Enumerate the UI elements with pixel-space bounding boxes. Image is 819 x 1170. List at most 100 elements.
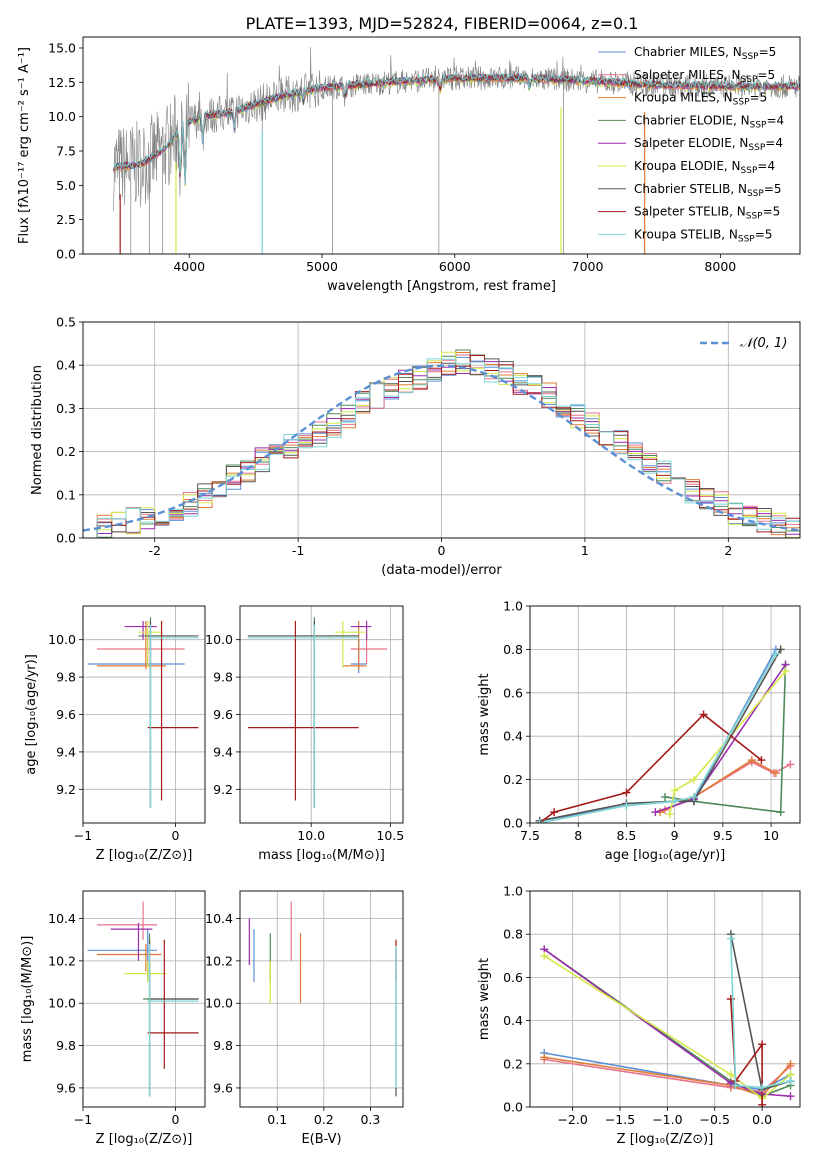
grid	[240, 891, 403, 1107]
weight-marker-chabrier_elodie	[661, 792, 669, 801]
y-tick-label: 9.4	[56, 744, 76, 759]
y-tick-label: 1.0	[503, 884, 523, 899]
x-tick-label: −1	[74, 1112, 92, 1127]
legend-label-normal: 𝒩(0, 1)	[740, 336, 787, 351]
y-tick-label: 0.1	[56, 487, 76, 502]
y-tick-label: 9.2	[56, 782, 76, 797]
weight-line-kroupa_stelib	[539, 653, 777, 823]
x-tick-label: 0.0	[752, 1112, 772, 1127]
x-axis-label: E(B-V)	[301, 1132, 341, 1147]
weight-marker-salpeter_elodie	[726, 1079, 735, 1088]
axes: -2 -1 0 1 2 0.0 0.1 0.2 0.3 0.4 0.5 (data-model)/er…	[30, 315, 801, 578]
y-axis-label: Normed distribution	[30, 365, 45, 495]
x-tick-label: 1	[581, 543, 589, 558]
x-axis-label: mass [log₁₀(M/M⊙)]	[258, 848, 385, 863]
y-tick-label: 0.4	[503, 729, 523, 744]
weight-marker-salpeter_elodie	[651, 808, 660, 817]
weight-marker-kroupa_stelib	[622, 801, 631, 810]
y-tick-label: 9.6	[56, 707, 76, 722]
x-tick-label: 5000	[306, 259, 338, 274]
y-tick-label: 0.8	[503, 927, 523, 942]
x-tick-label: 8	[574, 828, 582, 843]
y-tick-label: 9.4	[213, 744, 233, 759]
weight-marker-kroupa_elodie	[665, 810, 674, 819]
y-tick-label: 0.2	[503, 772, 523, 787]
weight-marker-kroupa_elodie	[781, 667, 790, 676]
y-tick-label: 10.0	[48, 109, 76, 124]
weight-line-chabrier_miles	[544, 1052, 791, 1091]
weight-marker-kroupa_stelib	[758, 1083, 767, 1092]
y-tick-label: 12.5	[48, 75, 76, 90]
legend-label-salpeter_miles: Salpeter MILES, NSSP=5	[634, 68, 775, 85]
legend-label-chabrier_stelib: Chabrier STELIB, NSSP=5	[634, 182, 782, 199]
x-tick-label: 7.5	[520, 828, 540, 843]
weight-marker-kroupa_elodie	[540, 951, 549, 960]
weight-marker-kroupa_stelib	[689, 792, 698, 801]
weight-line-chabrier_elodie	[664, 664, 787, 814]
y-tick-label: 9.8	[213, 1038, 233, 1053]
x-tick-label: 10	[763, 828, 779, 843]
x-tick-label: -2	[148, 543, 160, 558]
y-tick-label: 1.0	[503, 599, 523, 614]
axes-frame	[529, 605, 801, 824]
y-tick-label: 10.0	[48, 632, 76, 647]
y-tick-label: 10.2	[48, 953, 76, 968]
weight-marker-salpeter_stelib	[622, 788, 631, 797]
y-tick-label: 9.8	[56, 670, 76, 685]
x-tick-label: −0.5	[700, 1112, 730, 1127]
axes: 0.1 0.2 0.3 9.6 9.8 10.0 10.2 10.4 E(B-V)	[205, 890, 404, 1147]
weight-marker-kroupa_miles	[771, 769, 780, 778]
x-tick-label: 0.3	[360, 1112, 380, 1127]
residual-legend: 𝒩(0, 1)	[700, 336, 787, 351]
axes-frame	[239, 605, 404, 824]
x-axis-label: (data-model)/error	[381, 563, 502, 578]
panel-weight-vs-age: 7.5 8 8.5 9 9.5 10 0.0 0.2 0.4 0.6 0.8 1.0 age [log₁…	[477, 599, 801, 863]
y-tick-label: 9.6	[213, 1080, 233, 1095]
y-axis-label: mass weight	[477, 673, 492, 755]
weight-marker-salpeter_stelib	[757, 756, 766, 765]
panel-mass-vs-ebv: 0.1 0.2 0.3 9.6 9.8 10.0 10.2 10.4 E(B-V)	[205, 890, 404, 1147]
weight-marker-kroupa_stelib	[731, 1081, 740, 1090]
y-tick-label: 9.6	[213, 707, 233, 722]
x-tick-label: 0	[171, 828, 179, 843]
plot-area	[87, 901, 199, 1097]
legend-label-salpeter_stelib: Salpeter STELIB, NSSP=5	[634, 205, 780, 222]
weight-marker-kroupa_stelib	[786, 1077, 795, 1086]
weight-marker-chabrier_elodie	[776, 808, 785, 817]
weight-marker-kroupa_stelib	[535, 819, 544, 823]
y-tick-label: 0.0	[56, 531, 76, 546]
x-tick-label: 4000	[173, 259, 205, 274]
weight-marker-kroupa_stelib	[771, 649, 780, 658]
panel-spectrum: 4000 5000 6000 7000 8000 0.0 2.5 5.0 7.5 10.0 12.5…	[17, 36, 801, 294]
weight-marker-kroupa_stelib	[670, 797, 679, 806]
axes: −2.0 −1.5 −1.0 −0.5 0.0 0.0 0.2 0.4 0.6 0.8 1.0 Z […	[477, 884, 801, 1147]
x-tick-label: -1	[292, 543, 304, 558]
y-tick-label: 0.2	[503, 1056, 523, 1071]
x-tick-label: 8.5	[616, 828, 636, 843]
legend-label-kroupa_elodie: Kroupa ELODIE, NSSP=4	[634, 159, 775, 176]
plot-area	[248, 901, 397, 1097]
y-tick-label: 15.0	[48, 40, 76, 55]
weight-marker-kroupa_miles	[786, 1059, 795, 1068]
grid	[82, 606, 205, 823]
weight-line-salpeter_elodie	[543, 948, 791, 1097]
axes-frame	[82, 321, 801, 539]
weight-marker-salpeter_stelib	[758, 1040, 767, 1049]
plot-area	[83, 349, 800, 538]
y-tick-label: 10.4	[48, 911, 76, 926]
legend-label-salpeter_elodie: Salpeter ELODIE, NSSP=4	[634, 136, 783, 153]
x-axis-label: Z [log₁₀(Z/Z⊙)]	[96, 1132, 193, 1147]
panel-age-vs-mass: 10.0 10.5 9.2 9.4 9.6 9.8 10.0 mass [log₁₀(M/M⊙…	[205, 605, 404, 863]
plot-area	[540, 930, 795, 1107]
x-tick-label: −2.0	[557, 1112, 587, 1127]
y-tick-label: 0.5	[56, 315, 76, 330]
spectrum-legend: Chabrier MILES, NSSP=5 Salpeter MILES, NS…	[598, 45, 784, 244]
normal-distribution-curve	[83, 364, 800, 532]
x-tick-label: 10.0	[297, 828, 325, 843]
y-tick-label: 9.8	[56, 1038, 76, 1053]
weight-marker-kroupa_miles	[540, 1053, 549, 1062]
y-axis-label: mass [log₁₀(M/M⊙)]	[20, 936, 35, 1063]
y-tick-label: 0.0	[503, 816, 523, 831]
x-tick-label: −1.5	[605, 1112, 635, 1127]
model-spectrum-salpeter_stelib	[113, 72, 800, 181]
